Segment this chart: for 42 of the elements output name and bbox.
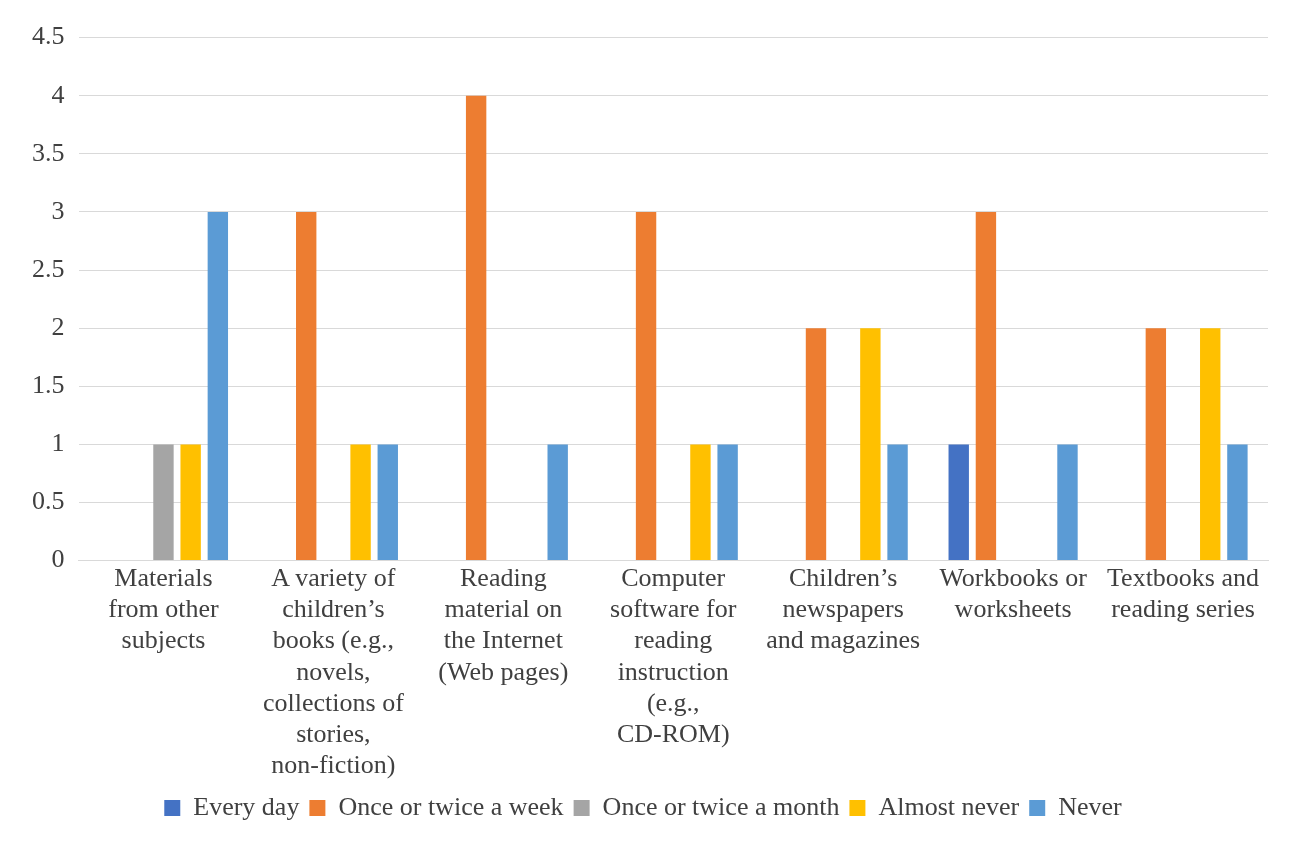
y-tick-label: 3.5 <box>32 137 65 167</box>
y-tick-label: 4 <box>51 79 65 109</box>
y-tick-label: 1 <box>51 428 65 458</box>
y-tick-label: 0.5 <box>32 486 65 516</box>
bar <box>805 328 827 561</box>
bar <box>296 211 317 561</box>
bar <box>377 444 398 561</box>
y-tick-label: 2.5 <box>32 253 65 283</box>
x-tick-label: Children’s newspapers and magazines <box>766 563 921 655</box>
y-tick-label: 0 <box>51 544 65 574</box>
bar <box>1200 328 1221 561</box>
bar <box>975 211 997 561</box>
x-tick-label: A variety of children’s books (e.g., novels, collections of stories, non-fiction) <box>262 563 405 780</box>
bar <box>717 444 738 561</box>
x-tick-label: Textbooks and reading series <box>1107 563 1260 624</box>
y-tick-label: 2 <box>51 311 65 341</box>
legend-label: Once or twice a month <box>602 791 840 821</box>
bar <box>465 95 487 561</box>
bar <box>1145 328 1167 561</box>
x-tick-label: Reading material on the Internet (Web pages) <box>438 563 569 686</box>
bar <box>690 444 711 561</box>
x-tick-label: Materials from other subjects <box>108 563 220 655</box>
bar <box>180 444 201 561</box>
legend-label: Never <box>1058 791 1123 821</box>
bar <box>153 444 174 561</box>
bar <box>887 444 908 561</box>
y-tick-label: 4.5 <box>32 21 65 51</box>
x-tick-label: Computer software for reading instruction (e.g., CD-ROM) <box>610 563 737 749</box>
bar <box>948 444 969 561</box>
bar <box>1227 444 1248 561</box>
bar <box>207 211 229 561</box>
bar <box>547 444 568 561</box>
bar <box>1057 444 1078 561</box>
legend-label: Once or twice a week <box>338 791 564 821</box>
bar <box>635 211 657 561</box>
y-tick-label: 1.5 <box>32 370 65 400</box>
legend-label: Every day <box>193 791 300 821</box>
bar <box>350 444 371 561</box>
bar <box>860 328 881 561</box>
x-tick-label: Workbooks or worksheets <box>939 563 1088 624</box>
y-tick-label: 3 <box>51 195 65 225</box>
legend-label: Almost never <box>878 791 1020 821</box>
